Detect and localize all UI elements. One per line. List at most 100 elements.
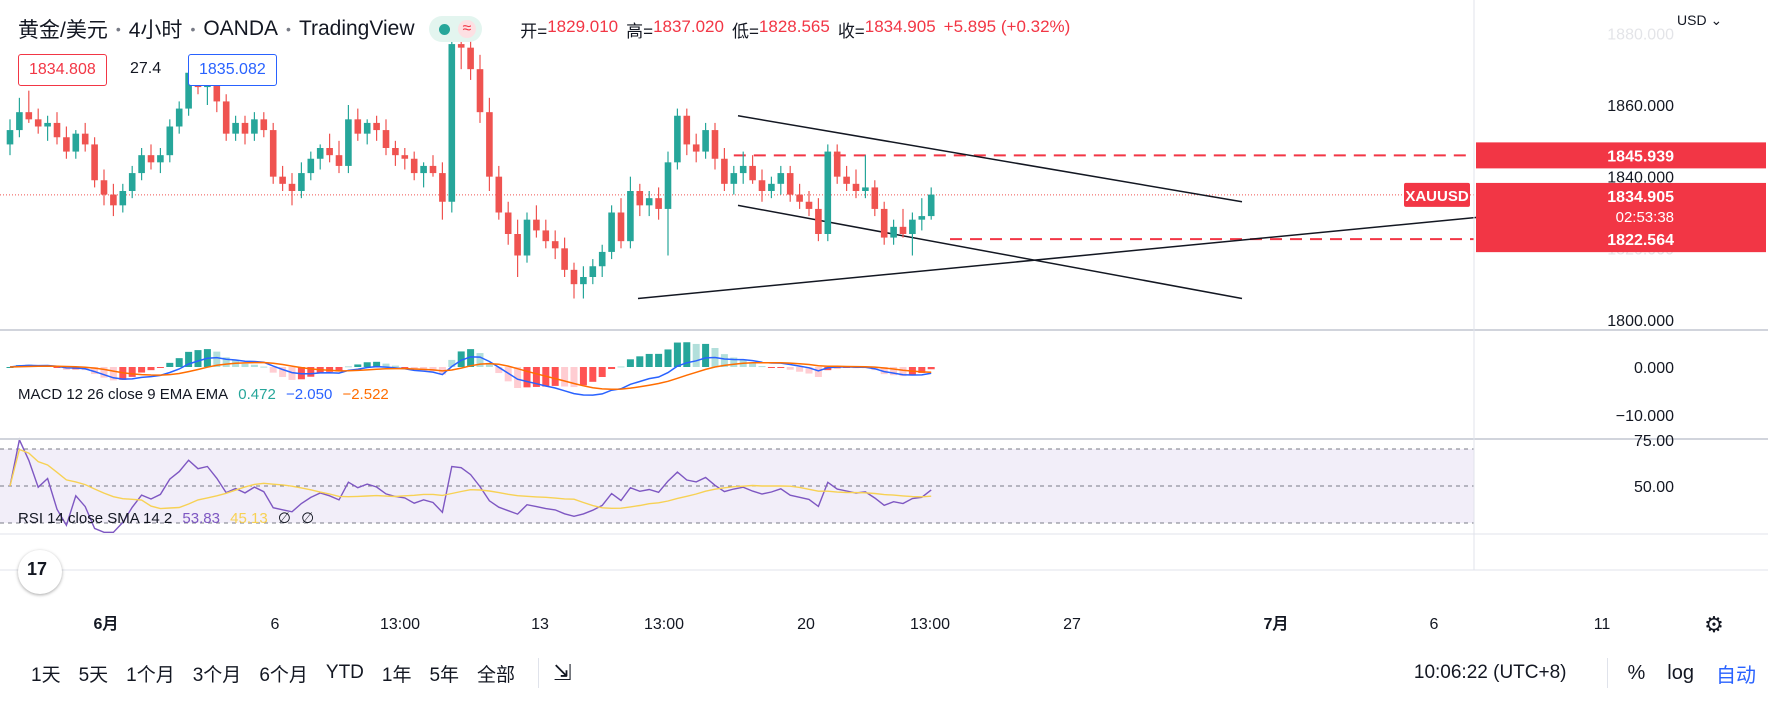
signal-line [9,361,932,390]
separator-dot: • [286,21,291,37]
macd-histogram-bar [720,354,728,367]
candle-body [617,212,625,242]
macd-histogram-bar [260,366,268,368]
candle-body [335,155,343,166]
period-3m[interactable]: 3个月 [192,664,242,686]
high-label: 高= [626,21,654,41]
log-scale-toggle[interactable]: log [1667,661,1694,684]
macd-histogram-bar [495,367,503,374]
candle-body [768,183,775,191]
candle-body [890,226,897,238]
rsi-pane[interactable] [0,437,1474,533]
macd-histogram-bar [109,367,117,381]
macd-histogram-bar [664,349,672,367]
period-1d[interactable]: 1天 [31,664,61,686]
candle-body [739,165,747,174]
period-5d[interactable]: 5天 [78,664,109,686]
candle-body [392,148,399,156]
macd-histogram-bar [485,362,493,367]
candle-body [862,187,869,191]
candle-body [561,248,568,270]
date-range-icon[interactable]: ⇲ [553,660,572,685]
buy-price-button[interactable]: 1835.082 [188,54,277,86]
macd-legend[interactable]: MACD 12 26 close 9 EMA EMA 0.472 −2.050 … [18,386,395,403]
candle-body [627,191,634,242]
rsi-legend[interactable]: RSI 14 close SMA 14 2 53.83 45.13 ∅ ∅ [18,509,320,527]
symbol-legend[interactable]: 黄金/美元 • 4小时 • OANDA • TradingView ≈ 开= 18… [18,14,1070,44]
macd-histogram-bar [307,367,315,377]
chart-canvas[interactable]: 1860.0001840.0001800.0001880.0001820.000… [0,0,1768,643]
macd-label: MACD 12 26 close 9 EMA EMA [18,386,229,403]
period-1y[interactable]: 1年 [381,664,412,686]
sell-price-button[interactable]: 1834.808 [18,54,107,86]
auto-scale-toggle[interactable]: 自动 [1716,664,1756,687]
candle-body [81,133,89,145]
macd-histogram-bar [636,356,644,367]
period-ytd[interactable]: YTD [325,662,364,683]
change-value: +5.895 (+0.32%) [943,16,1071,36]
macd-pane[interactable] [6,342,935,396]
macd-histogram-bar [551,367,559,386]
tradingview-logo-icon[interactable]: 17 [18,550,62,594]
candle-body [279,176,286,184]
candle-body [63,137,70,152]
axes: 1860.0001840.0001800.0001880.0001820.000… [0,0,1768,638]
last-price-label-bg [1476,182,1766,227]
macd-histogram-bar [796,367,804,372]
macd-histogram-bar [448,359,456,367]
rsi-sma-value: 45.13 [230,510,268,527]
market-status-pill[interactable]: ≈ [428,16,483,42]
macd-histogram-bar [561,367,569,387]
macd-histogram-bar [880,367,888,375]
close-label: 收= [837,21,865,41]
gear-icon[interactable]: ⚙ [1704,613,1724,638]
macd-tick-label: 0.000 [1634,360,1674,377]
macd-histogram-bar [241,363,249,367]
period-6m[interactable]: 6个月 [259,664,308,686]
interval-label[interactable]: 4小时 [128,19,183,42]
rising-support-trendline [637,215,1491,300]
macd-histogram-bar [899,367,907,377]
timezone-clock[interactable]: 10:06:22 (UTC+8) [1413,662,1567,683]
separator-dot: • [115,21,121,37]
toolbar-divider [1606,658,1608,688]
candle-body [410,158,418,174]
resistance-price-label: 1845.939 [1607,148,1674,165]
macd-histogram-bar [608,367,616,370]
low-label: 低= [731,21,759,41]
macd-histogram-bar [288,367,296,380]
rsi-extra-1: ∅ [277,510,291,527]
candle-body [843,176,850,184]
time-tick-label: 11 [1594,616,1611,633]
candle-body [655,198,662,209]
currency-selector[interactable]: USD ⌄ [1677,12,1722,29]
candle-body [749,165,756,181]
time-tick-label: 13:00 [644,616,684,633]
macd-histogram-bar [702,343,710,367]
period-1m[interactable]: 1个月 [126,664,175,686]
candle-body [241,122,249,134]
time-tick-label: 6月 [94,615,119,633]
macd-histogram-bar [429,367,437,372]
macd-histogram-bar [617,366,625,368]
macd-histogram-bar [128,367,136,377]
candle-body [175,108,183,127]
candle-body [185,72,192,109]
main-price-pane[interactable] [0,22,1491,300]
candle-body [91,144,98,181]
candle-body [570,269,578,285]
candle-body [824,151,832,234]
candle-body [636,191,644,206]
symbol-name[interactable]: 黄金/美元 [18,19,108,42]
rsi-value: 53.83 [182,510,220,527]
candle-body [373,122,380,131]
open-label: 开= [520,21,548,41]
candle-body [326,148,333,156]
candle-body [345,119,352,166]
percent-scale-toggle[interactable]: % [1627,661,1646,684]
period-5y[interactable]: 5年 [429,664,460,686]
period-all[interactable]: 全部 [477,664,516,686]
macd-histogram-bar [927,367,935,370]
candle-body [918,216,926,220]
candle-body [523,219,531,256]
